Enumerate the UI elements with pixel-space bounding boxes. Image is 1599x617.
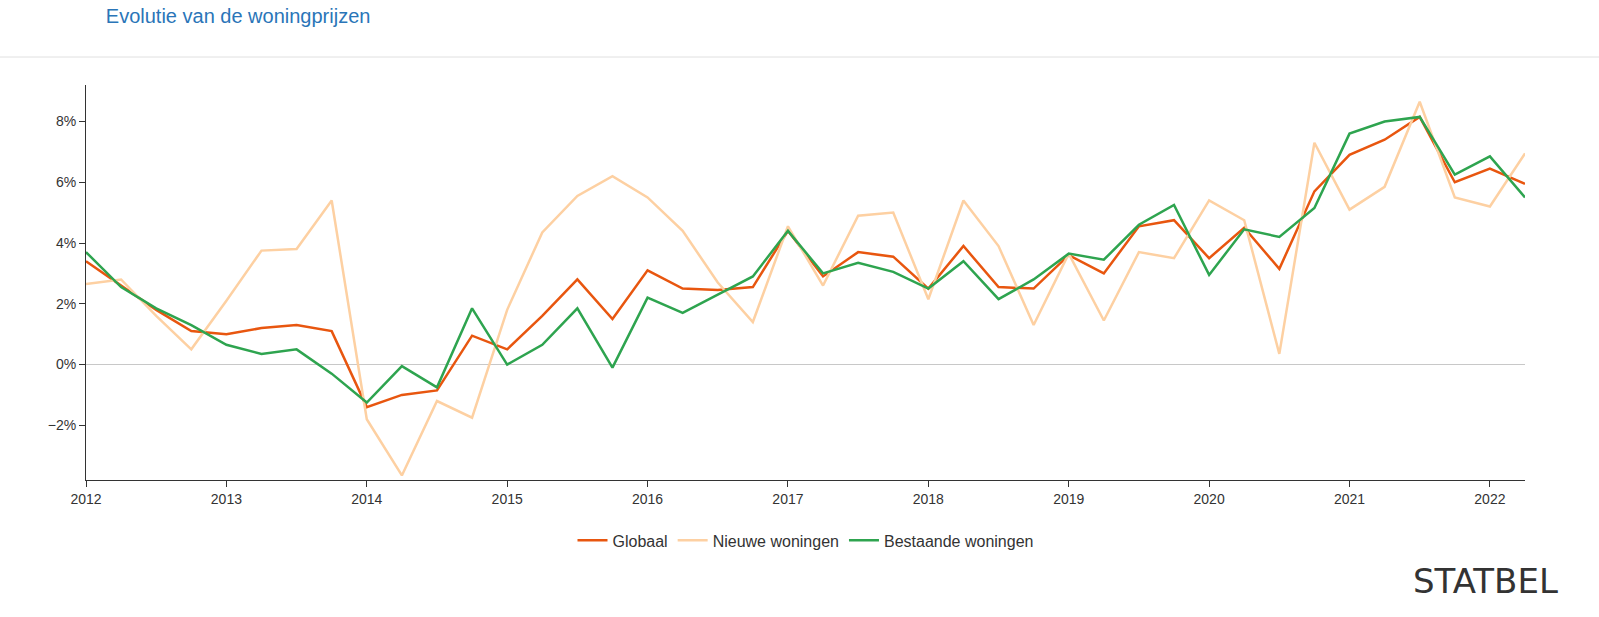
svg-text:Evolutie van de woningprijzen: Evolutie van de woningprijzen xyxy=(106,5,371,27)
svg-text:Nieuwe woningen: Nieuwe woningen xyxy=(713,533,839,550)
svg-text:2014: 2014 xyxy=(351,491,382,507)
svg-text:8%: 8% xyxy=(56,113,76,129)
svg-text:2018: 2018 xyxy=(913,491,944,507)
svg-text:2022: 2022 xyxy=(1474,491,1505,507)
svg-text:0%: 0% xyxy=(56,356,76,372)
svg-text:2012: 2012 xyxy=(70,491,101,507)
svg-text:Globaal: Globaal xyxy=(613,533,668,550)
svg-text:Bestaande woningen: Bestaande woningen xyxy=(884,533,1033,550)
svg-text:2020: 2020 xyxy=(1194,491,1225,507)
svg-text:2019: 2019 xyxy=(1053,491,1084,507)
svg-text:−2%: −2% xyxy=(48,417,76,433)
svg-text:2017: 2017 xyxy=(772,491,803,507)
svg-text:2016: 2016 xyxy=(632,491,663,507)
svg-text:STATBEL: STATBEL xyxy=(1413,561,1558,601)
svg-text:2015: 2015 xyxy=(492,491,523,507)
svg-text:2%: 2% xyxy=(56,296,76,312)
svg-text:2021: 2021 xyxy=(1334,491,1365,507)
svg-text:6%: 6% xyxy=(56,174,76,190)
svg-text:4%: 4% xyxy=(56,235,76,251)
svg-text:2013: 2013 xyxy=(211,491,242,507)
